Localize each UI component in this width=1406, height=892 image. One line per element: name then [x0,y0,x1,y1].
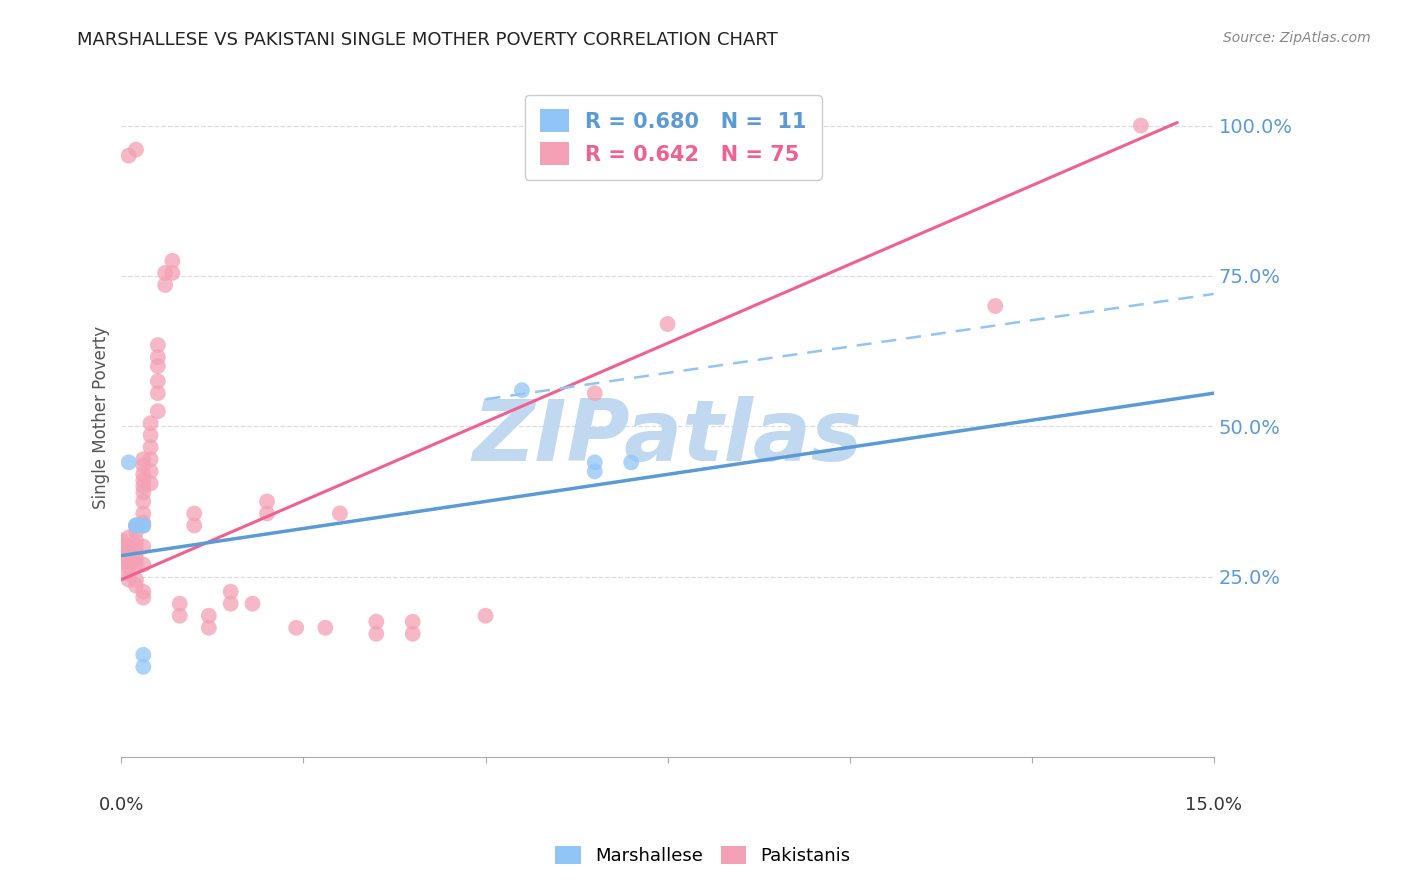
Point [132,584,155,599]
Point [402,615,425,629]
Point [125,573,148,587]
Point [125,540,148,554]
Point [474,608,496,623]
Point [132,648,155,662]
Text: MARSHALLESE VS PAKISTANI SINGLE MOTHER POVERTY CORRELATION CHART: MARSHALLESE VS PAKISTANI SINGLE MOTHER P… [77,31,778,49]
Point [146,338,169,352]
Point [583,386,606,401]
Point [219,597,242,611]
Point [132,458,155,473]
Point [132,452,155,467]
Point [132,494,155,508]
Point [125,558,148,572]
Point [146,374,169,388]
Point [139,452,162,467]
Point [139,464,162,478]
Point [146,386,169,401]
Point [132,516,155,530]
Point [146,404,169,418]
Point [132,558,155,572]
Point [153,266,176,280]
Point [132,474,155,488]
Point [183,507,205,521]
Point [132,518,155,533]
Text: Source: ZipAtlas.com: Source: ZipAtlas.com [1223,31,1371,45]
Point [242,597,264,611]
Point [139,476,162,491]
Y-axis label: Single Mother Poverty: Single Mother Poverty [93,326,110,508]
Point [110,533,132,548]
Point [256,494,278,508]
Point [118,555,141,569]
Legend: R = 0.680   N =  11, R = 0.642   N = 75: R = 0.680 N = 11, R = 0.642 N = 75 [524,95,821,179]
Text: 15.0%: 15.0% [1185,797,1243,814]
Point [118,455,141,469]
Point [125,551,148,566]
Point [125,533,148,548]
Point [329,507,352,521]
Point [118,549,141,563]
Point [110,549,132,563]
Point [402,626,425,640]
Point [125,545,148,559]
Point [366,626,388,640]
Point [125,518,148,533]
Point [125,579,148,593]
Point [132,467,155,482]
Point [132,507,155,521]
Point [510,383,533,397]
Point [169,597,191,611]
Point [118,542,141,557]
Point [125,518,148,533]
Point [198,608,221,623]
Point [198,621,221,635]
Point [285,621,308,635]
Point [132,518,155,533]
Point [125,518,148,533]
Point [125,524,148,539]
Point [183,518,205,533]
Point [118,148,141,162]
Point [139,440,162,454]
Point [110,545,132,559]
Point [984,299,1007,313]
Point [583,464,606,478]
Point [110,540,132,554]
Point [153,277,176,292]
Point [162,253,184,268]
Point [125,143,148,157]
Point [314,621,336,635]
Point [219,584,242,599]
Point [366,615,388,629]
Point [1129,119,1152,133]
Point [132,540,155,554]
Point [620,455,643,469]
Point [110,555,132,569]
Point [132,479,155,493]
Point [169,608,191,623]
Point [146,350,169,364]
Point [256,507,278,521]
Point [118,573,141,587]
Point [118,540,141,554]
Legend: Marshallese, Pakistanis: Marshallese, Pakistanis [548,838,858,872]
Point [118,531,141,545]
Point [583,455,606,469]
Point [118,566,141,581]
Point [132,591,155,605]
Point [132,660,155,674]
Point [657,317,679,331]
Point [162,266,184,280]
Point [139,417,162,431]
Text: ZIPatlas: ZIPatlas [472,396,863,479]
Point [139,428,162,442]
Point [146,359,169,373]
Point [132,485,155,500]
Text: 0.0%: 0.0% [98,797,145,814]
Point [118,560,141,574]
